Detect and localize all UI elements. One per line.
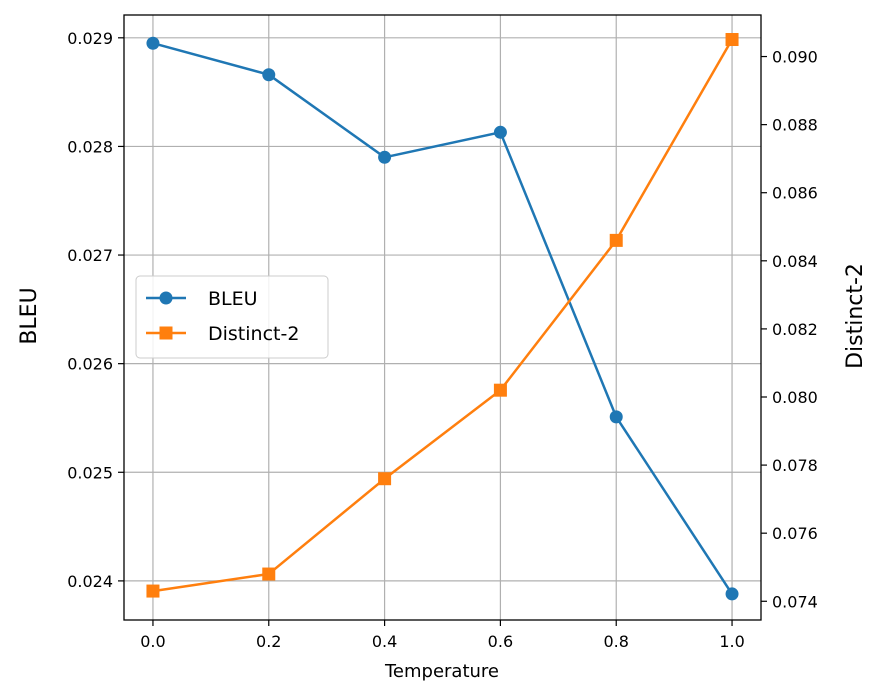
legend: BLEU Distinct-2 <box>135 275 329 359</box>
data-point-distinct-2 <box>146 584 160 598</box>
legend-label-bleu: BLEU <box>208 288 258 310</box>
left-axis-title: BLEU <box>17 287 42 344</box>
series-layer <box>146 33 739 601</box>
legend-label-distinct-2: Distinct-2 <box>208 323 299 345</box>
data-point-distinct-2 <box>609 233 623 247</box>
right-tick-label: 0.086 <box>772 184 818 203</box>
right-tick-label: 0.082 <box>772 320 818 339</box>
x-tick-label: 0.6 <box>488 632 513 651</box>
left-tick-label: 0.026 <box>67 355 113 374</box>
left-axis-ticks: 0.024 0.025 0.026 0.027 0.028 0.029 <box>67 29 124 591</box>
plot-frame <box>123 14 762 621</box>
legend-marker-bleu <box>159 291 173 305</box>
data-point-distinct-2 <box>725 33 739 47</box>
x-tick-label: 0.8 <box>604 632 629 651</box>
data-point-bleu <box>725 587 739 601</box>
x-axis-title: Temperature <box>384 661 499 682</box>
right-tick-label: 0.084 <box>772 252 818 271</box>
x-tick-label: 0.0 <box>140 632 165 651</box>
legend-box <box>135 275 329 359</box>
right-axis-ticks: 0.074 0.076 0.078 0.080 0.082 0.084 0.086 0.088… <box>761 48 818 611</box>
data-point-bleu <box>493 125 507 139</box>
right-tick-label: 0.076 <box>772 524 818 543</box>
data-point-bleu <box>146 36 160 50</box>
right-tick-label: 0.074 <box>772 592 818 611</box>
left-tick-label: 0.029 <box>67 29 113 48</box>
x-tick-label: 1.0 <box>719 632 744 651</box>
right-tick-label: 0.078 <box>772 456 818 475</box>
x-axis-ticks: 0.0 0.2 0.4 0.6 0.8 1.0 <box>140 620 745 651</box>
right-tick-label: 0.090 <box>772 48 818 67</box>
left-tick-label: 0.027 <box>67 246 113 265</box>
data-point-distinct-2 <box>378 472 392 486</box>
data-point-distinct-2 <box>262 567 276 581</box>
data-point-bleu <box>378 150 392 164</box>
series-line-distinct-2 <box>152 38 734 593</box>
right-tick-label: 0.088 <box>772 116 818 135</box>
left-tick-label: 0.024 <box>67 572 113 591</box>
right-axis-title: Distinct-2 <box>843 263 868 369</box>
left-tick-label: 0.028 <box>67 137 113 156</box>
legend-marker-distinct-2 <box>159 326 173 340</box>
right-tick-label: 0.080 <box>772 388 818 407</box>
series-line-bleu <box>152 41 734 595</box>
grid <box>124 15 761 620</box>
x-tick-label: 0.2 <box>256 632 281 651</box>
left-tick-label: 0.025 <box>67 463 113 482</box>
data-point-bleu <box>262 68 276 82</box>
data-point-distinct-2 <box>493 383 507 397</box>
data-point-bleu <box>609 410 623 424</box>
x-tick-label: 0.4 <box>372 632 397 651</box>
